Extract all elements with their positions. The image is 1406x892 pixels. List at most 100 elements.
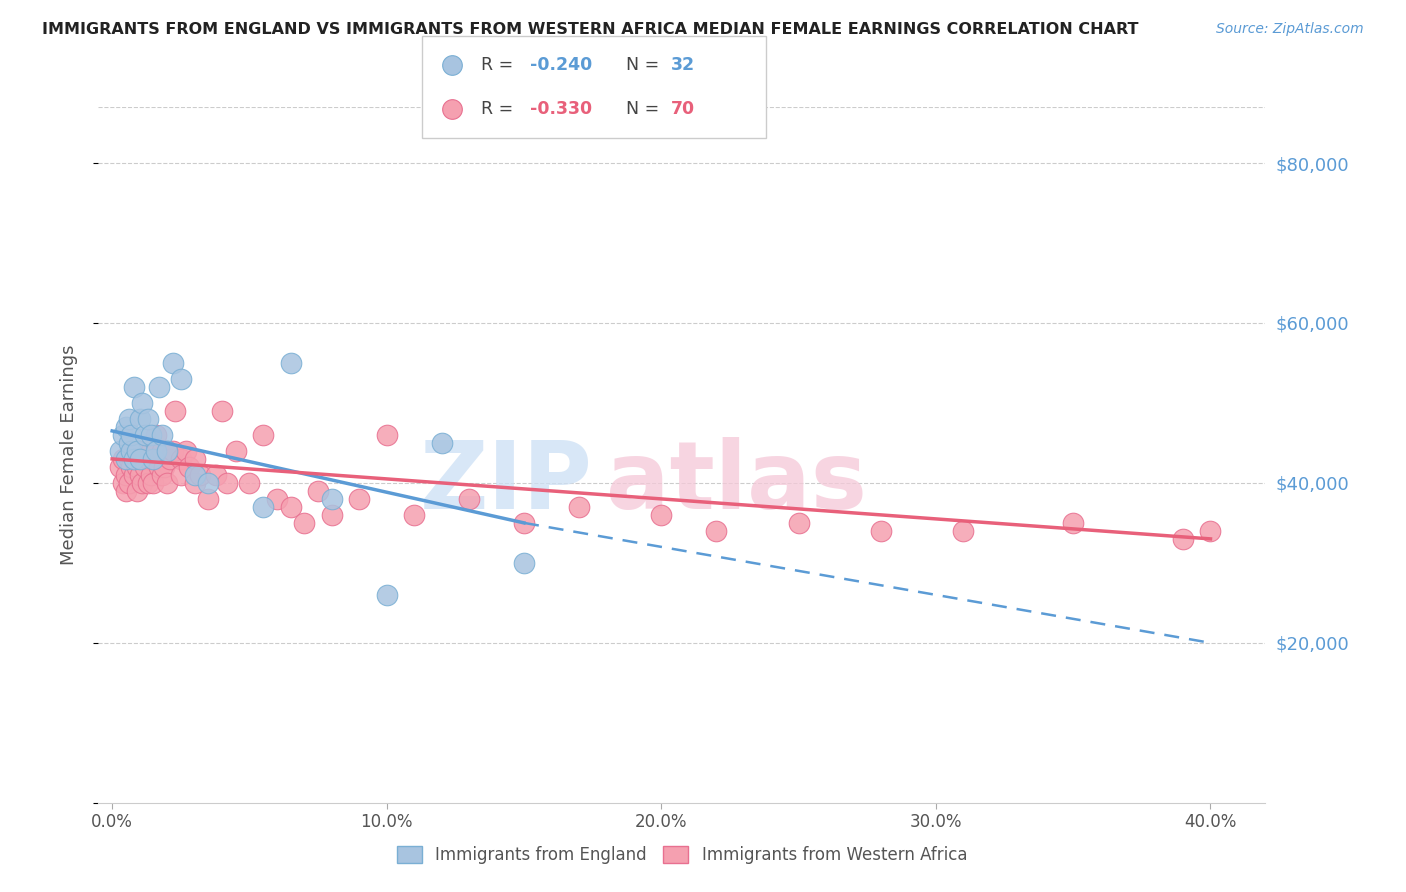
Point [225,444,247,458]
Text: N =: N = [626,100,665,118]
Point [112,475,135,490]
Point [252,428,274,442]
Point [162,356,184,370]
Point [142,451,165,466]
Point [122,451,145,466]
Point [148,459,170,474]
Legend: Immigrants from England, Immigrants from Western Africa: Immigrants from England, Immigrants from… [389,839,974,871]
Point [349,491,371,506]
Point [1062,516,1084,530]
Point [375,428,398,442]
Point [148,380,170,394]
Point [292,516,315,530]
Point [205,467,228,482]
Point [122,380,145,394]
Point [145,428,167,442]
Point [952,524,974,538]
Point [183,467,205,482]
Point [150,467,173,482]
Point [266,491,288,506]
Point [148,451,170,466]
Point [177,459,200,474]
Text: ZIP: ZIP [420,437,593,529]
Point [188,467,211,482]
Point [120,428,142,442]
Point [120,444,142,458]
Point [650,508,672,522]
Point [513,556,536,570]
Point [112,428,135,442]
Point [217,475,239,490]
Text: R =: R = [481,100,519,118]
Point [139,428,162,442]
Point [280,500,302,514]
Point [142,451,165,466]
Point [125,483,148,498]
Text: atlas: atlas [606,437,868,529]
Point [170,467,193,482]
Point [174,444,197,458]
Point [142,475,165,490]
Point [787,516,810,530]
Point [159,451,181,466]
Point [441,102,464,116]
Text: R =: R = [481,56,519,74]
Point [404,508,426,522]
Point [156,475,179,490]
Point [115,483,138,498]
Text: -0.240: -0.240 [530,56,592,74]
Point [211,404,233,418]
Point [375,588,398,602]
Point [117,475,139,490]
Point [458,491,481,506]
Point [120,459,142,474]
Point [125,459,148,474]
Text: N =: N = [626,56,665,74]
Point [150,444,173,458]
Point [131,396,153,410]
Text: 70: 70 [671,100,696,118]
Text: IMMIGRANTS FROM ENGLAND VS IMMIGRANTS FROM WESTERN AFRICA MEDIAN FEMALE EARNINGS: IMMIGRANTS FROM ENGLAND VS IMMIGRANTS FR… [42,22,1139,37]
Point [321,508,343,522]
Point [197,475,219,490]
Point [145,444,167,458]
Point [280,356,302,370]
Point [156,444,179,458]
Point [170,451,193,466]
Point [321,491,343,506]
Point [134,428,156,442]
Point [122,451,145,466]
Point [183,451,205,466]
Point [139,444,162,458]
Point [117,436,139,450]
Point [1171,532,1194,546]
Point [252,500,274,514]
Point [150,428,173,442]
Point [110,444,132,458]
Point [120,444,142,458]
Point [238,475,260,490]
Point [307,483,329,498]
Point [128,444,150,458]
Point [430,436,453,450]
Point [704,524,727,538]
Point [131,451,153,466]
Point [134,459,156,474]
Point [122,467,145,482]
Point [115,420,138,434]
Point [136,475,159,490]
Point [125,444,148,458]
Text: -0.330: -0.330 [530,100,592,118]
Point [136,451,159,466]
Point [128,467,150,482]
Point [128,451,150,466]
Text: 32: 32 [671,56,696,74]
Point [131,475,153,490]
Point [870,524,893,538]
Point [183,475,205,490]
Point [197,491,219,506]
Point [115,451,138,466]
Point [139,467,162,482]
Point [112,451,135,466]
Text: Source: ZipAtlas.com: Source: ZipAtlas.com [1216,22,1364,37]
